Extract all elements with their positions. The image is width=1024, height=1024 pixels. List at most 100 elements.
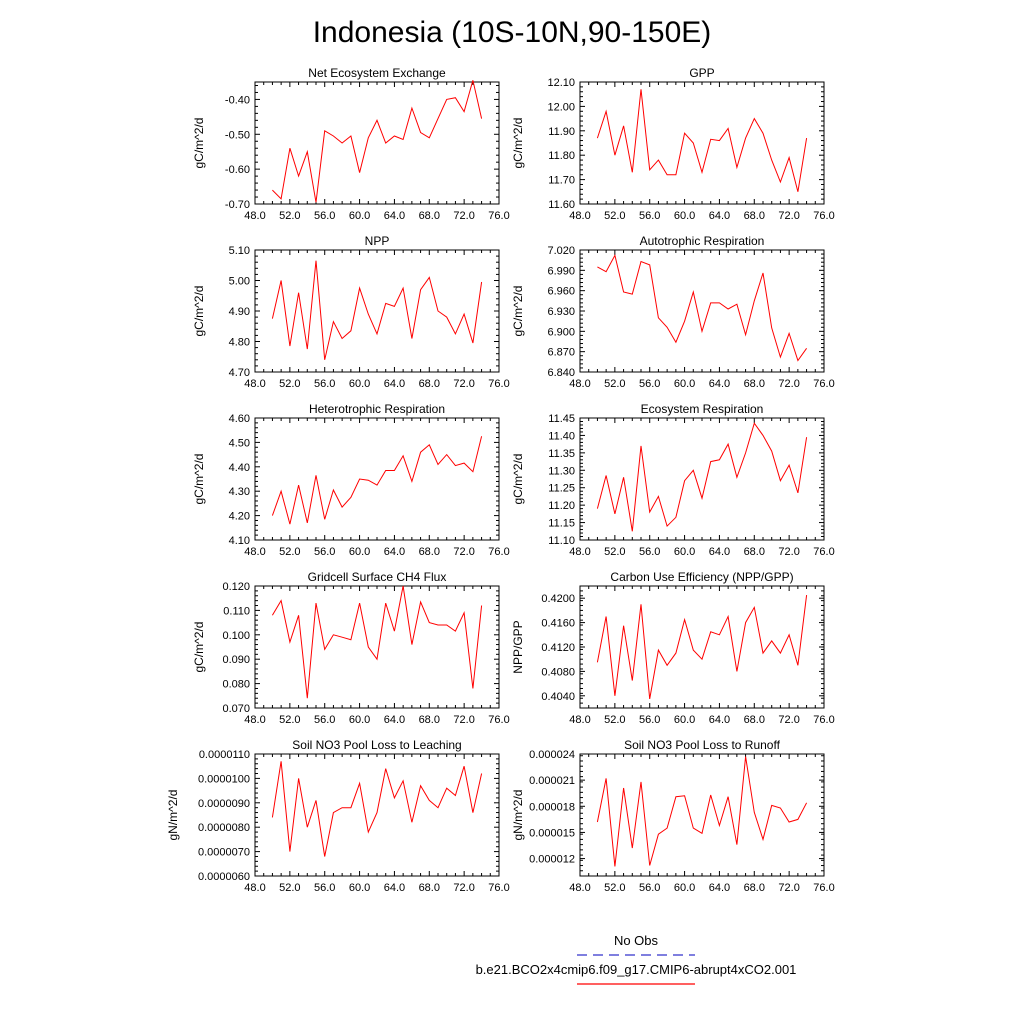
- chart-7-ytick-label: 0.4200: [541, 593, 575, 605]
- chart-4-xtick-label: 64.0: [384, 546, 405, 558]
- chart-8-series-line: [271, 761, 483, 857]
- chart-1-xtick-label: 56.0: [639, 210, 660, 222]
- chart-7-xtick-label: 60.0: [674, 714, 695, 726]
- chart-1-ytick-label: 11.70: [548, 175, 575, 187]
- chart-7-ytick-label: 0.4040: [541, 691, 575, 703]
- chart-4-xtick-label: 60.0: [349, 546, 370, 558]
- chart-7-xtick-label: 76.0: [813, 714, 834, 726]
- panels: Net Ecosystem Exchange 48.0 52.0 56.0 60.0 64…: [166, 66, 835, 894]
- chart-7-ylabel: NPP/GPP: [511, 620, 525, 673]
- chart-1-xtick-label: 48.0: [569, 210, 590, 222]
- chart-8-title: Soil NO3 Pool Loss to Leaching: [292, 738, 461, 752]
- chart-0-xtick-label: 52.0: [279, 210, 300, 222]
- chart-1-ytick-label: 12.00: [547, 101, 575, 113]
- chart-0-ytick-label: -0.40: [225, 94, 250, 106]
- chart-1-xtick-label: 52.0: [604, 210, 625, 222]
- chart-9-title: Soil NO3 Pool Loss to Runoff: [624, 738, 781, 752]
- chart-8-ylabel: gN/m^2/d: [166, 790, 180, 841]
- chart-1-ytick-label: 11.80: [548, 150, 575, 162]
- chart-3-ylabel: gC/m^2/d: [511, 286, 525, 337]
- chart-3-ytick-label: 6.960: [547, 286, 575, 298]
- chart-8: Soil NO3 Pool Loss to Leaching 48.0 52.0 56…: [166, 738, 510, 894]
- chart-0-ytick-label: -0.60: [225, 164, 250, 176]
- chart-3: Autotrophic Respiration 48.0 52.0 56.0 60.0 6…: [511, 234, 835, 390]
- chart-5-ytick-label: 11.10: [548, 535, 575, 547]
- chart-5-ytick-label: 11.30: [548, 465, 575, 477]
- chart-3-xtick-label: 60.0: [674, 378, 695, 390]
- chart-5-xtick-label: 76.0: [813, 546, 834, 558]
- chart-6-ytick-label: 0.080: [222, 679, 250, 691]
- chart-0-xtick-label: 76.0: [488, 210, 509, 222]
- chart-5-xtick-label: 52.0: [604, 546, 625, 558]
- chart-7-ytick-label: 0.4160: [541, 618, 575, 630]
- chart-5-ylabel: gC/m^2/d: [511, 454, 525, 505]
- chart-4-xtick-label: 52.0: [279, 546, 300, 558]
- chart-9-xtick-label: 68.0: [744, 882, 765, 894]
- chart-7-xtick-label: 72.0: [778, 714, 799, 726]
- chart-9-frame: [579, 753, 825, 877]
- chart-2-frame: [254, 249, 500, 373]
- chart-7-series-line: [596, 595, 808, 699]
- chart-0: Net Ecosystem Exchange 48.0 52.0 56.0 60.0 64…: [192, 66, 510, 222]
- chart-4-ytick-label: 4.40: [229, 462, 250, 474]
- chart-0-ytick-label: -0.50: [225, 129, 250, 141]
- chart-3-xtick-label: 56.0: [639, 378, 660, 390]
- chart-0-series-line: [272, 80, 483, 203]
- chart-9-xtick-label: 56.0: [639, 882, 660, 894]
- chart-2-xtick-label: 48.0: [244, 378, 265, 390]
- chart-0-xtick-label: 60.0: [349, 210, 370, 222]
- chart-1-xtick-label: 68.0: [744, 210, 765, 222]
- chart-5-xtick-label: 68.0: [744, 546, 765, 558]
- chart-3-xtick-label: 76.0: [813, 378, 834, 390]
- chart-3-xtick-label: 52.0: [604, 378, 625, 390]
- chart-9-ytick-label: 0.000012: [529, 854, 575, 866]
- chart-9-ylabel: gN/m^2/d: [511, 790, 525, 841]
- chart-3-ytick-label: 7.020: [547, 245, 575, 257]
- chart-3-ytick-label: 6.990: [547, 265, 575, 277]
- chart-6-title: Gridcell Surface CH4 Flux: [308, 570, 447, 584]
- chart-9-ytick-label: 0.000024: [529, 749, 575, 761]
- chart-9-xtick-label: 60.0: [674, 882, 695, 894]
- chart-6-xtick-label: 76.0: [488, 714, 509, 726]
- chart-1-xtick-label: 72.0: [778, 210, 799, 222]
- chart-4-ytick-label: 4.50: [229, 437, 250, 449]
- chart-4-xtick-label: 72.0: [453, 546, 474, 558]
- chart-8-xtick-label: 52.0: [279, 882, 300, 894]
- chart-5-xtick-label: 48.0: [569, 546, 590, 558]
- chart-9-xtick-label: 72.0: [778, 882, 799, 894]
- chart-2-xtick-label: 68.0: [419, 378, 440, 390]
- chart-2-ytick-label: 4.70: [229, 367, 250, 379]
- chart-4-ytick-label: 4.30: [229, 486, 250, 498]
- chart-6-ylabel: gC/m^2/d: [192, 622, 206, 673]
- chart-2-xtick-label: 52.0: [279, 378, 300, 390]
- chart-6-xtick-label: 48.0: [244, 714, 265, 726]
- chart-2-xtick-label: 76.0: [488, 378, 509, 390]
- chart-8-ytick-label: 0.0000070: [198, 847, 250, 859]
- chart-9-xtick-label: 64.0: [709, 882, 730, 894]
- chart-2-xtick-label: 56.0: [314, 378, 335, 390]
- chart-3-title: Autotrophic Respiration: [640, 234, 765, 248]
- chart-0-xtick-label: 56.0: [314, 210, 335, 222]
- chart-3-ytick-label: 6.840: [547, 367, 575, 379]
- chart-0-xtick-label: 68.0: [419, 210, 440, 222]
- chart-5-xtick-label: 60.0: [674, 546, 695, 558]
- chart-4-ylabel: gC/m^2/d: [192, 454, 206, 505]
- chart-2-xtick-label: 60.0: [349, 378, 370, 390]
- chart-4-ytick-label: 4.10: [229, 535, 250, 547]
- chart-8-ytick-label: 0.0000060: [198, 871, 250, 883]
- chart-4-xtick-label: 76.0: [488, 546, 509, 558]
- chart-9-ytick-label: 0.000015: [529, 827, 575, 839]
- chart-1-series-line: [596, 89, 808, 192]
- chart-6-ytick-label: 0.120: [222, 581, 250, 593]
- chart-4-series-line: [271, 436, 483, 525]
- chart-6-ytick-label: 0.100: [222, 630, 250, 642]
- chart-5-ytick-label: 11.40: [548, 430, 575, 442]
- chart-6-series-line: [271, 585, 483, 699]
- chart-6-xtick-label: 64.0: [384, 714, 405, 726]
- chart-1: GPP 48.0 52.0 56.0 60.0 64.0 68.0 72.0 76.0 11.60…: [511, 66, 835, 222]
- chart-5-ytick-label: 11.20: [548, 500, 575, 512]
- chart-8-xtick-label: 64.0: [384, 882, 405, 894]
- chart-1-ylabel: gC/m^2/d: [511, 118, 525, 169]
- legend-obs-label: No Obs: [614, 933, 659, 948]
